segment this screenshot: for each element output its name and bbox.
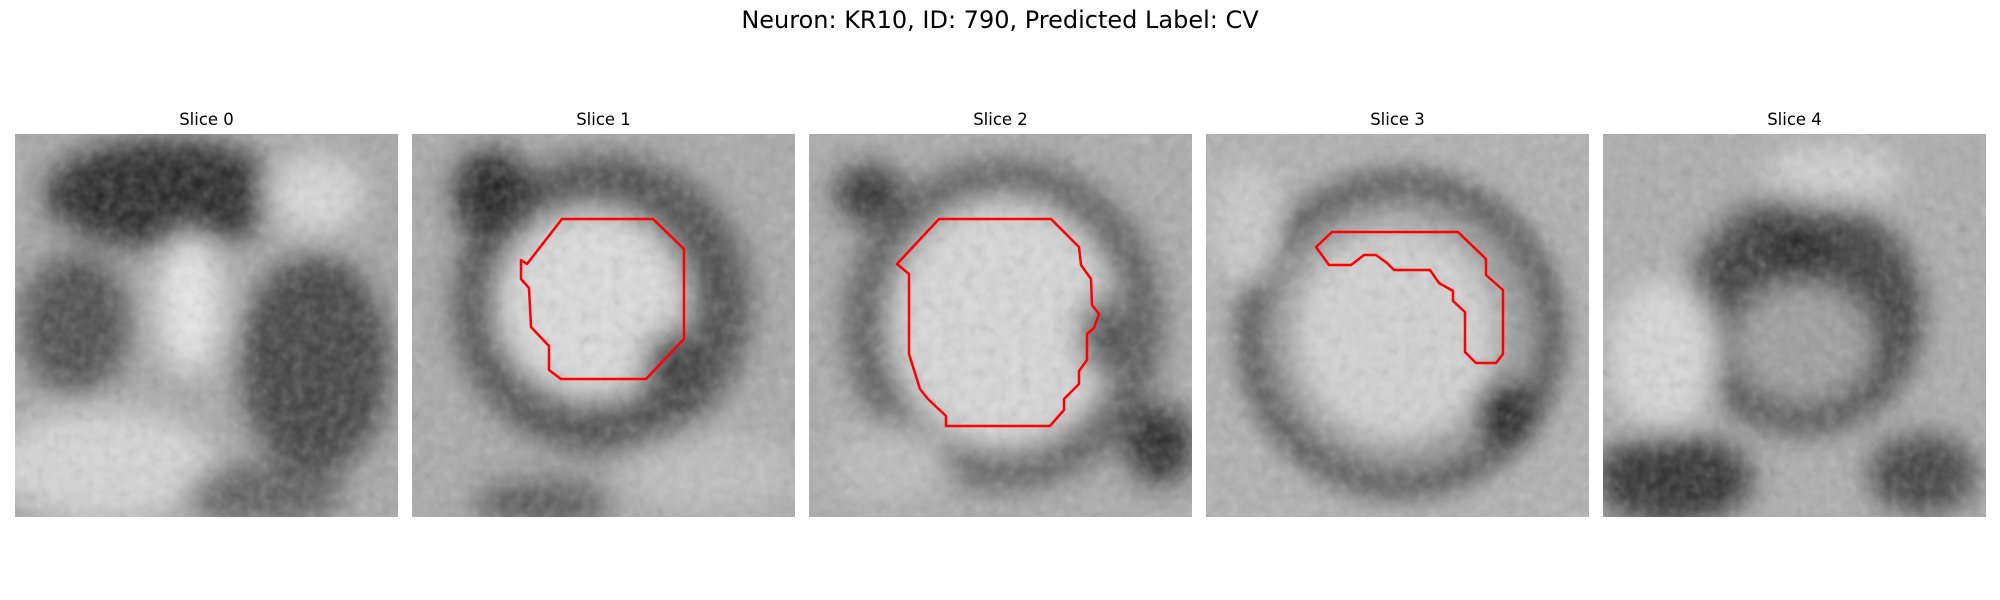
slice-image-1-svg xyxy=(412,134,795,517)
contour-2 xyxy=(895,217,1101,428)
slice-panel-0: Slice 0 xyxy=(15,108,398,517)
slice-image-4-svg xyxy=(1603,134,1986,517)
slice-image-3 xyxy=(1206,134,1589,517)
slice-image-2 xyxy=(809,134,1192,517)
slice-panel-2: Slice 2 xyxy=(809,108,1192,517)
slice-panel-1: Slice 1 xyxy=(412,108,795,517)
slice-image-2-svg xyxy=(809,134,1192,517)
slice-image-1 xyxy=(412,134,795,517)
contour-3 xyxy=(1314,230,1505,365)
contour-1 xyxy=(519,217,686,381)
slice-title-1: Slice 1 xyxy=(576,110,631,129)
slice-title-3: Slice 3 xyxy=(1370,110,1425,129)
slice-title-0: Slice 0 xyxy=(179,110,234,129)
slice-title-2: Slice 2 xyxy=(973,110,1028,129)
slice-image-0-svg xyxy=(15,134,398,517)
figure-title: Neuron: KR10, ID: 790, Predicted Label: … xyxy=(741,6,1259,34)
slice-panel-4: Slice 4 xyxy=(1603,108,1986,517)
slice-image-4 xyxy=(1603,134,1986,517)
slice-image-0 xyxy=(15,134,398,517)
slice-title-4: Slice 4 xyxy=(1767,110,1822,129)
slice-panel-3: Slice 3 xyxy=(1206,108,1589,517)
slice-image-3-svg xyxy=(1206,134,1589,517)
